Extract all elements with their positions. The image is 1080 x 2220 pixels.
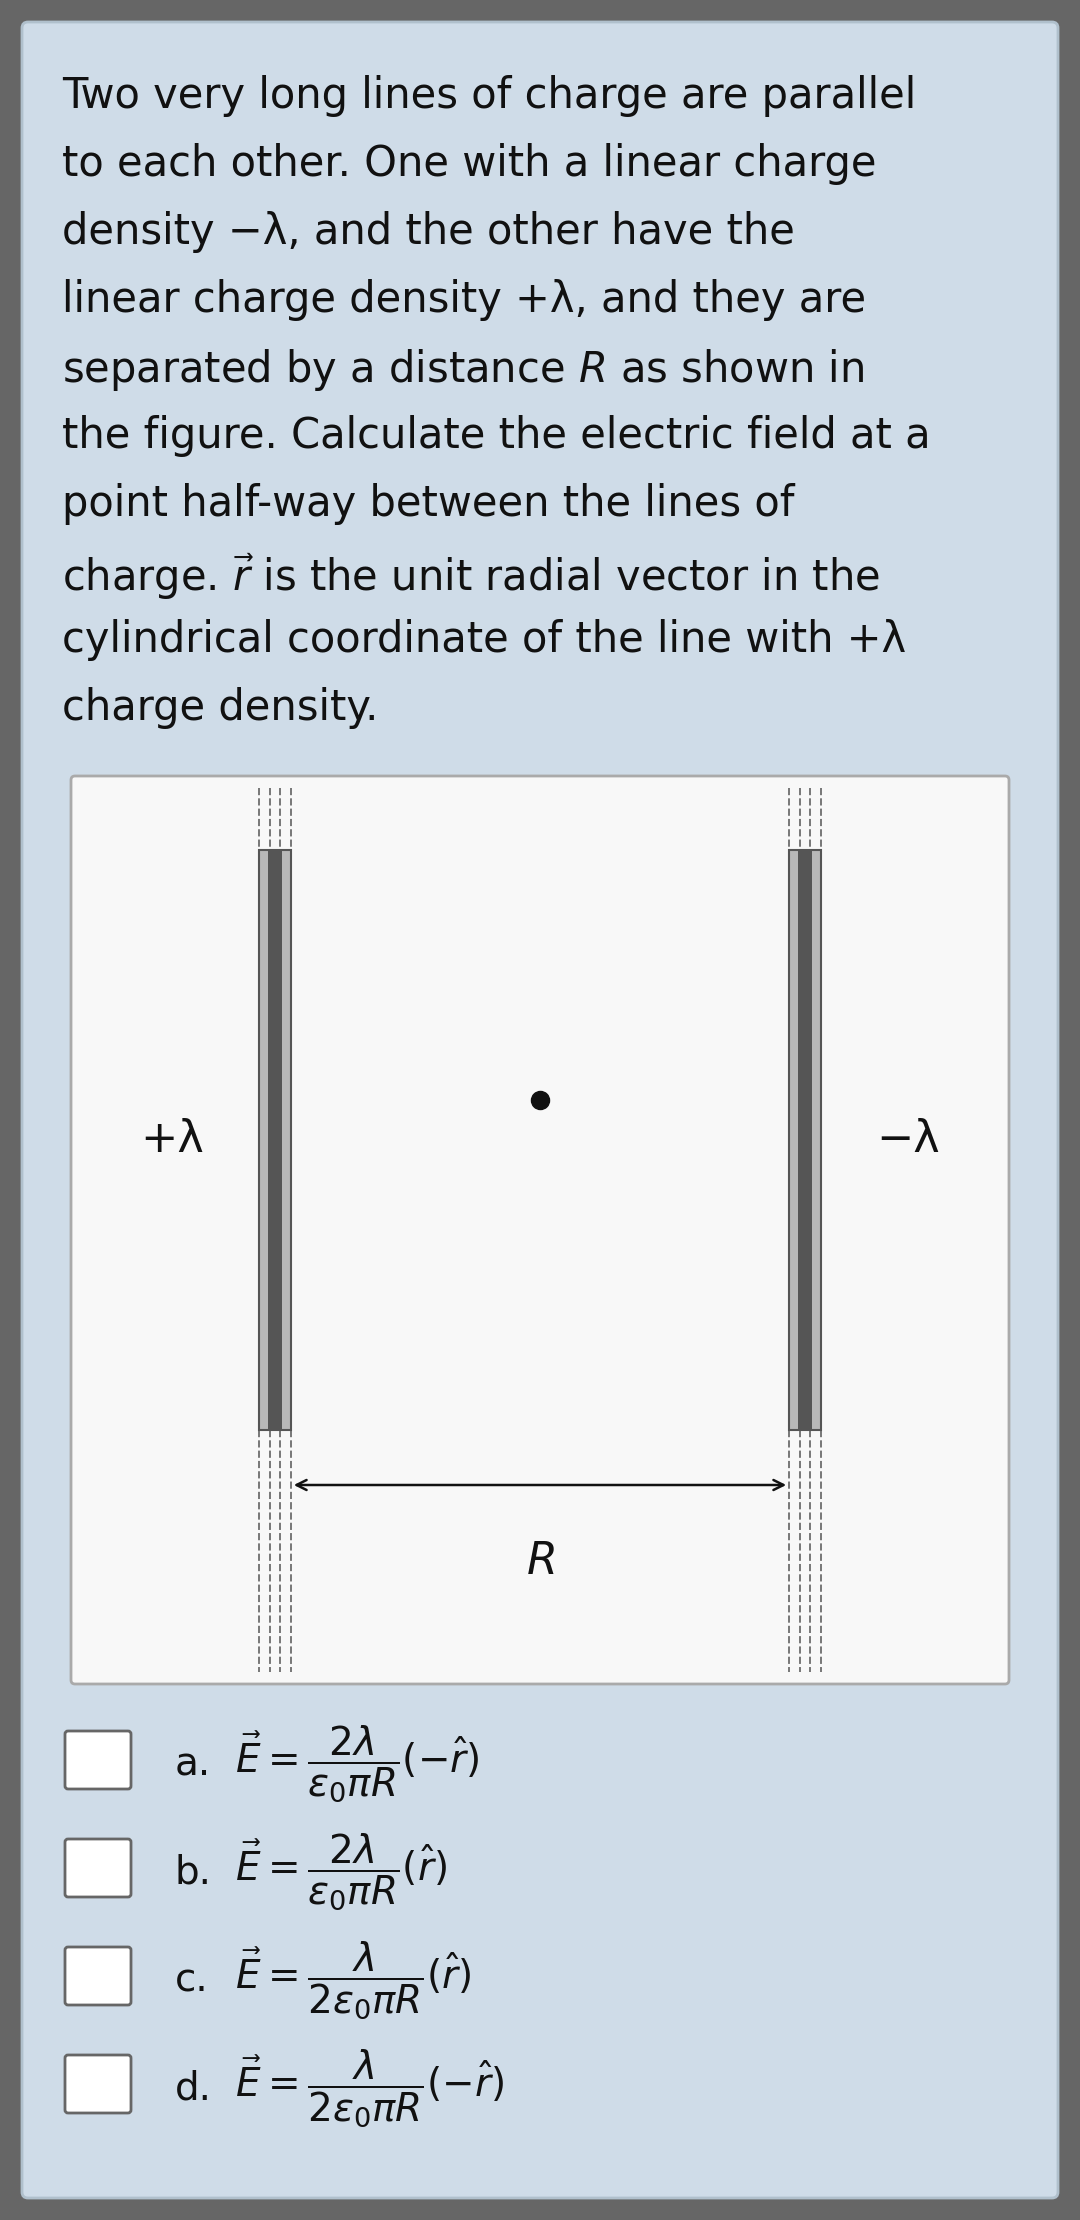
Text: charge. $\vec{r}$ is the unit radial vector in the: charge. $\vec{r}$ is the unit radial vec… xyxy=(62,551,880,602)
Text: charge density.: charge density. xyxy=(62,686,378,728)
FancyBboxPatch shape xyxy=(65,1838,131,1898)
Text: b.: b. xyxy=(175,1854,212,1891)
Text: c.: c. xyxy=(175,1960,208,1998)
Text: $\vec{E} = \dfrac{2\lambda}{\epsilon_0 \pi R}(\hat{r})$: $\vec{E} = \dfrac{2\lambda}{\epsilon_0 \… xyxy=(235,1832,447,1911)
Text: −λ: −λ xyxy=(876,1119,940,1161)
Bar xyxy=(789,850,821,1430)
Bar xyxy=(798,850,812,1430)
Text: $\vec{E} = \dfrac{2\lambda}{\epsilon_0 \pi R}(-\hat{r})$: $\vec{E} = \dfrac{2\lambda}{\epsilon_0 \… xyxy=(235,1723,480,1805)
Text: d.: d. xyxy=(175,2069,212,2107)
Text: $\vec{E} = \dfrac{\lambda}{2\epsilon_0 \pi R}(-\hat{r})$: $\vec{E} = \dfrac{\lambda}{2\epsilon_0 \… xyxy=(235,2047,504,2129)
Text: cylindrical coordinate of the line with +λ: cylindrical coordinate of the line with … xyxy=(62,619,906,662)
Text: point half-way between the lines of: point half-way between the lines of xyxy=(62,484,795,524)
Text: to each other. One with a linear charge: to each other. One with a linear charge xyxy=(62,142,877,184)
Text: the figure. Calculate the electric field at a: the figure. Calculate the electric field… xyxy=(62,415,931,457)
Bar xyxy=(268,850,282,1430)
Text: a.: a. xyxy=(175,1745,212,1783)
Bar xyxy=(259,850,291,1430)
Text: $R$: $R$ xyxy=(526,1541,554,1583)
FancyBboxPatch shape xyxy=(22,22,1058,2198)
FancyBboxPatch shape xyxy=(65,2056,131,2113)
Text: linear charge density +λ, and they are: linear charge density +λ, and they are xyxy=(62,280,866,322)
Text: Two very long lines of charge are parallel: Two very long lines of charge are parall… xyxy=(62,75,916,118)
FancyBboxPatch shape xyxy=(65,1732,131,1789)
Text: +λ: +λ xyxy=(140,1119,204,1161)
FancyBboxPatch shape xyxy=(71,777,1009,1685)
Text: separated by a distance $R$ as shown in: separated by a distance $R$ as shown in xyxy=(62,346,864,393)
Text: density −λ, and the other have the: density −λ, and the other have the xyxy=(62,211,795,253)
Text: $\vec{E} = \dfrac{\lambda}{2\epsilon_0 \pi R}(\hat{r})$: $\vec{E} = \dfrac{\lambda}{2\epsilon_0 \… xyxy=(235,1938,472,2020)
FancyBboxPatch shape xyxy=(65,1947,131,2005)
